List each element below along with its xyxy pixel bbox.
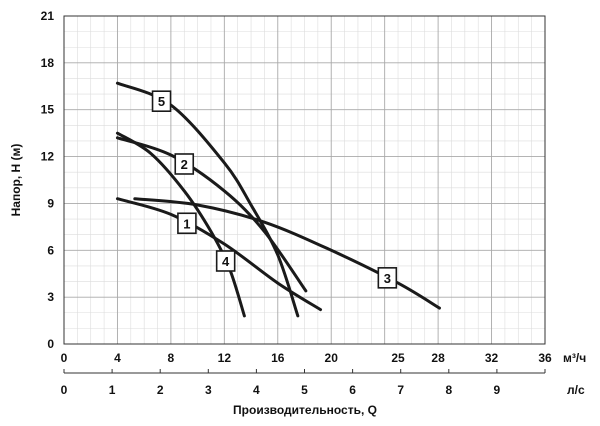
minor-grid — [64, 16, 545, 344]
y-tick-label: 6 — [47, 243, 54, 257]
x-tick-label-m3h: 20 — [325, 351, 339, 365]
x-axis-unit-m3h: м³/ч — [563, 351, 586, 365]
curve-label-4: 4 — [222, 254, 230, 269]
curve-label-box-3 — [377, 267, 398, 289]
curve-label-5: 5 — [158, 94, 165, 109]
y-tick-label: 12 — [41, 150, 55, 164]
y-tick-label: 15 — [41, 103, 55, 117]
x-tick-label-ls: 2 — [157, 383, 164, 397]
curve-label-2: 2 — [181, 157, 188, 172]
x-tick-label-m3h: 16 — [271, 351, 285, 365]
curve-label-3: 3 — [384, 271, 391, 286]
x-tick-label-ls: 8 — [445, 383, 452, 397]
x-tick-label-ls: 3 — [205, 383, 212, 397]
x-axis-ticks-ls: 0 1 2 3 4 5 6 7 8 9 — [61, 369, 546, 397]
y-tick-label: 0 — [47, 337, 54, 351]
x-tick-label-m3h: 0 — [61, 351, 68, 365]
x-tick-label-m3h: 12 — [218, 351, 232, 365]
curve-4 — [115, 131, 246, 318]
x-tick-label-m3h: 4 — [114, 351, 121, 365]
x-tick-label-ls: 4 — [253, 383, 260, 397]
y-axis-ticks: 0 3 6 9 12 15 18 21 — [41, 9, 55, 351]
curve-3 — [133, 197, 441, 310]
x-axis-unit-ls: л/с — [567, 383, 585, 397]
x-tick-label-ls: 0 — [61, 383, 68, 397]
x-tick-label-m3h: 25 — [391, 351, 405, 365]
plot-frame — [63, 15, 546, 345]
curve-label-box-5 — [151, 90, 172, 113]
x-tick-label-ls: 5 — [301, 383, 308, 397]
curve-label-box-4 — [215, 250, 236, 272]
curve-2 — [115, 136, 308, 293]
curve-label-box-2 — [174, 153, 195, 175]
curve-label-box-1 — [177, 212, 197, 235]
x-tick-label-m3h: 28 — [431, 351, 445, 365]
y-tick-label: 3 — [47, 290, 54, 304]
x-tick-label-ls: 9 — [494, 383, 501, 397]
y-tick-label: 21 — [41, 9, 55, 23]
x-tick-label-m3h: 8 — [168, 351, 175, 365]
x-axis-title: Производительность, Q — [233, 403, 377, 417]
x-tick-label-ls: 6 — [349, 383, 356, 397]
x-axis-ticks-m3h: 0 4 8 12 16 20 25 28 32 36 — [61, 351, 552, 365]
x-tick-label-m3h: 32 — [485, 351, 499, 365]
x-tick-label-ls: 7 — [397, 383, 404, 397]
y-tick-label: 9 — [47, 196, 54, 210]
curve-labels: 1 2 3 4 5 — [151, 90, 398, 289]
x-tick-label-ls: 1 — [109, 383, 116, 397]
y-tick-label: 18 — [41, 56, 55, 70]
x-tick-label-m3h: 36 — [538, 351, 552, 365]
curve-label-1: 1 — [183, 216, 190, 231]
y-axis-title: Напор, Н (м) — [9, 144, 23, 217]
